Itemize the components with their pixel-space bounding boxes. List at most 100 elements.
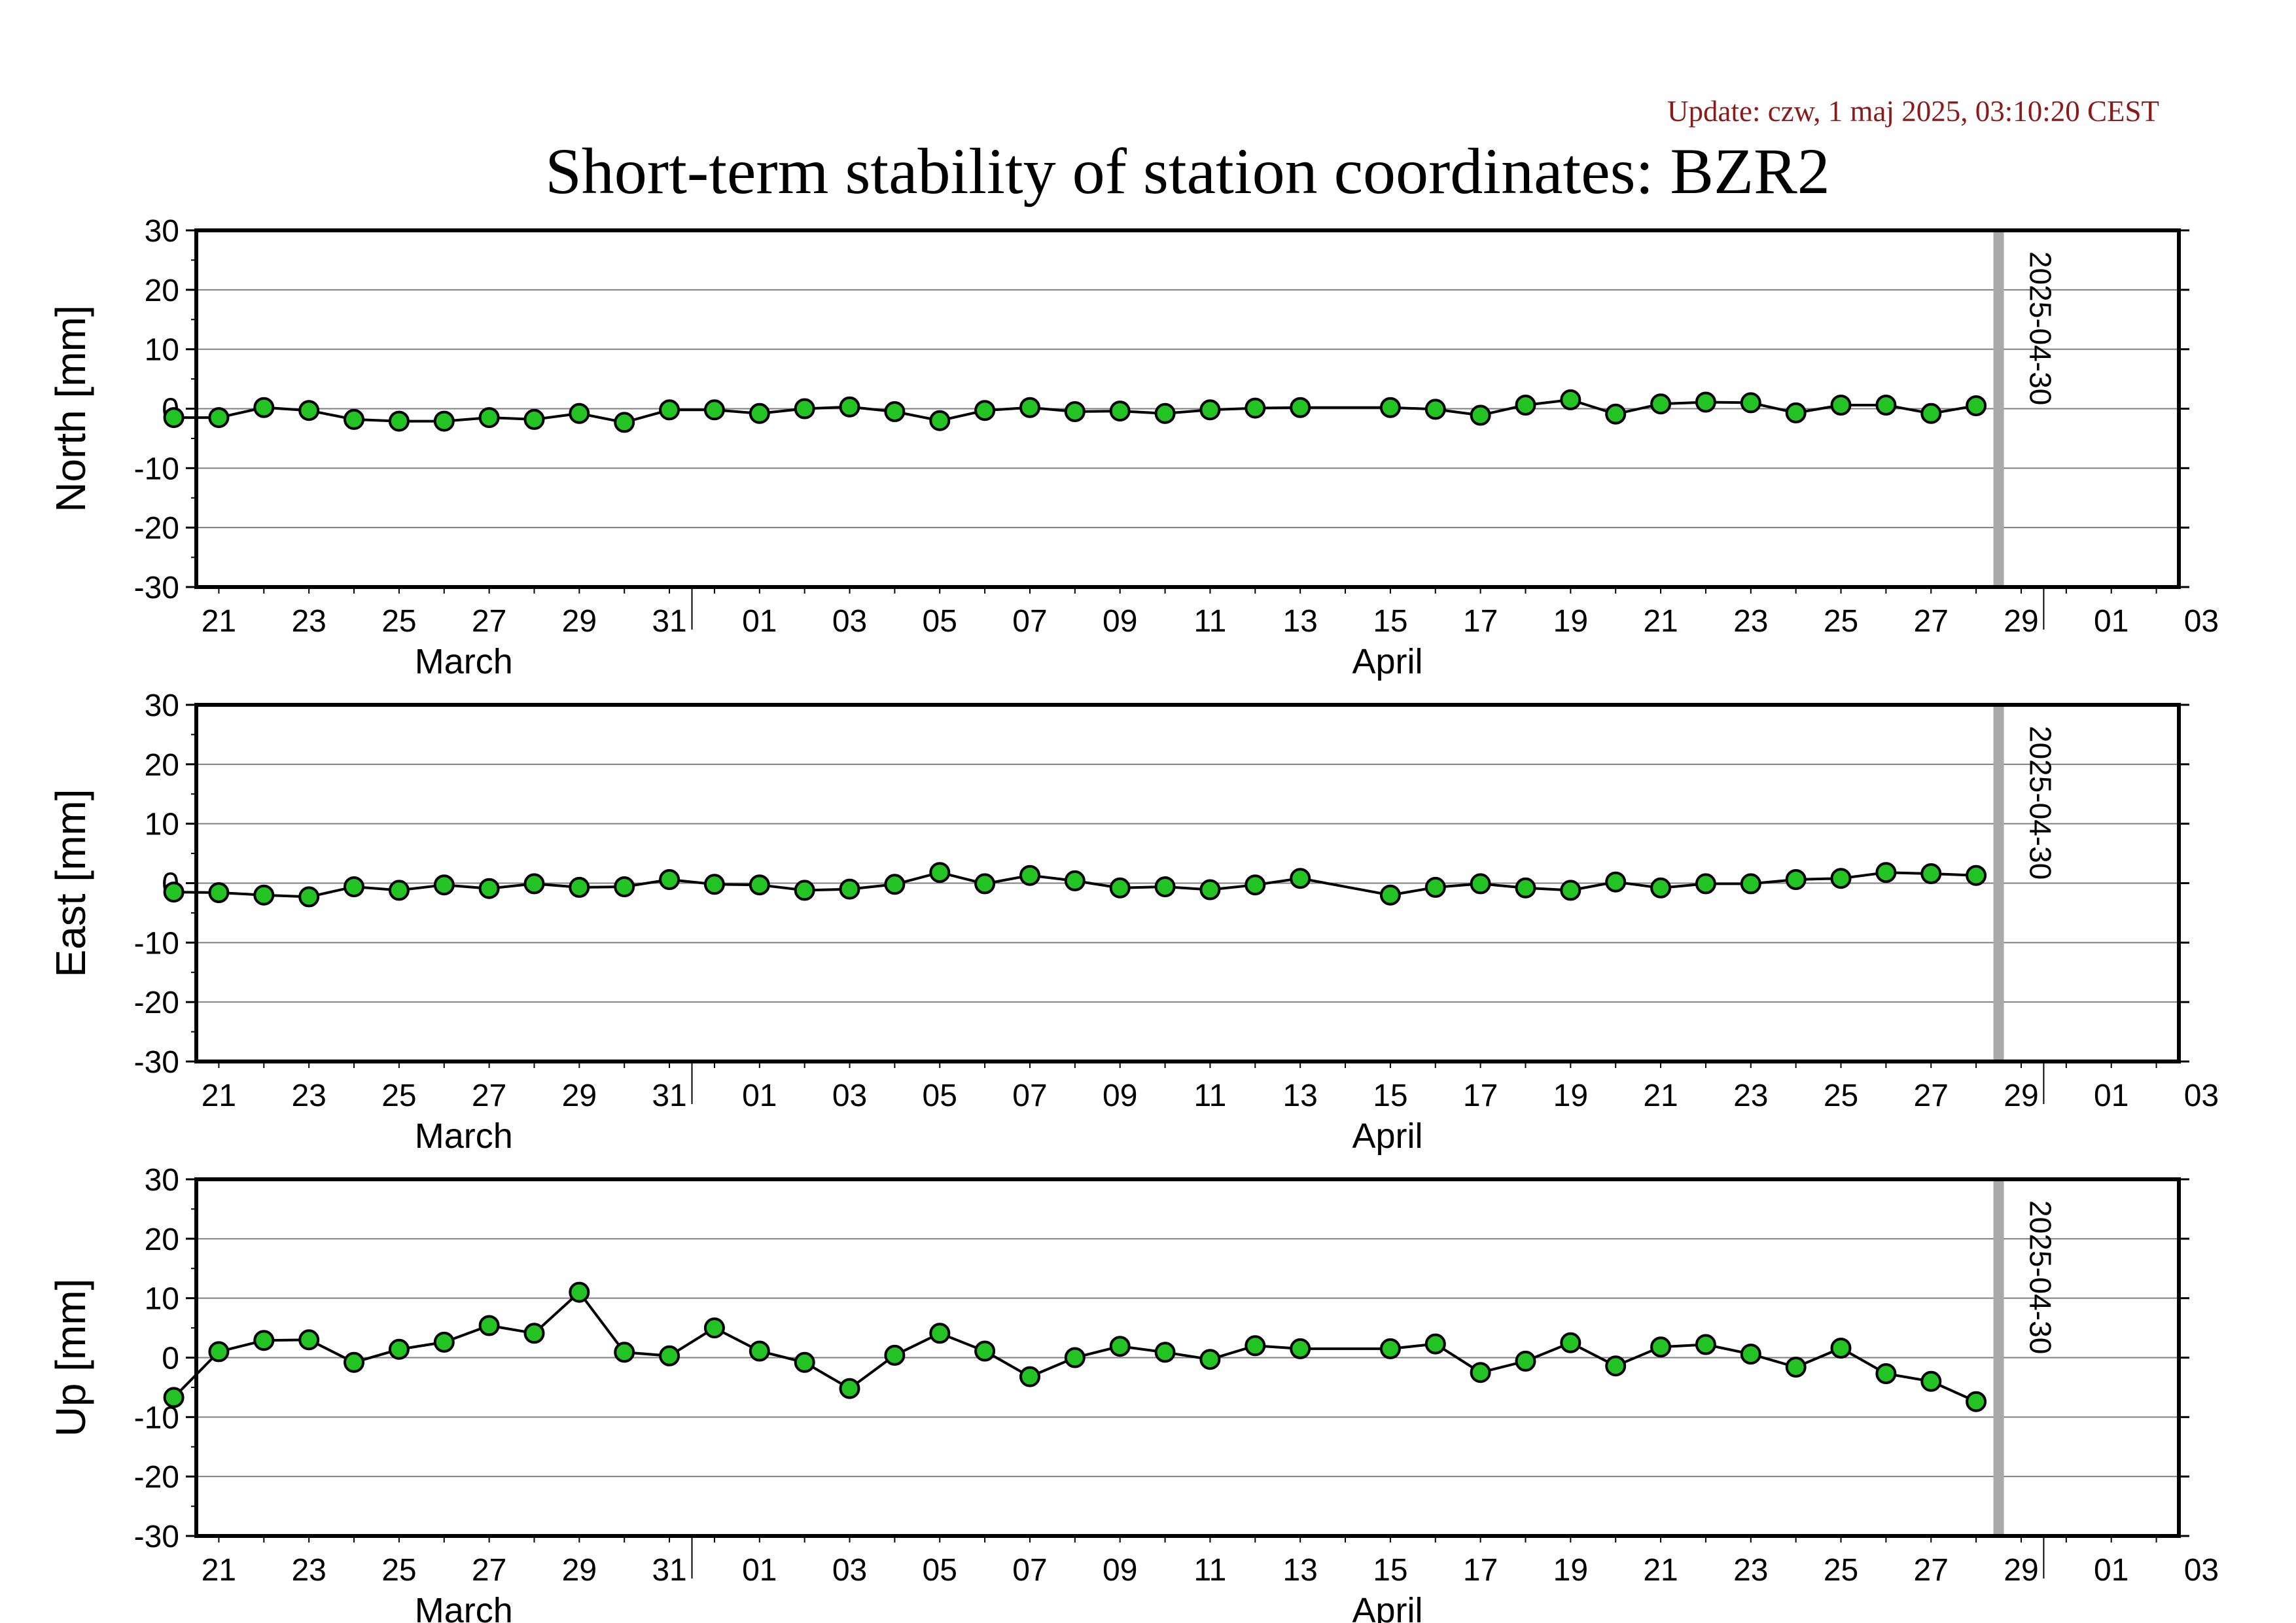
- x-tick-label: 21: [1643, 604, 1678, 639]
- x-tick-label: 07: [1012, 1553, 1047, 1588]
- data-point: [929, 862, 951, 883]
- x-tick-label: 29: [2004, 1079, 2038, 1113]
- x-tick-label: 23: [291, 1079, 326, 1113]
- data-point: [298, 1329, 320, 1351]
- data-point: [1830, 395, 1852, 416]
- data-point: [839, 396, 860, 418]
- data-point: [1966, 395, 1987, 416]
- data-point: [749, 402, 770, 424]
- x-tick-label: 09: [1103, 1553, 1137, 1588]
- x-tick-label: 03: [832, 1553, 867, 1588]
- x-tick-label: 25: [1824, 1079, 1858, 1113]
- data-point: [1019, 1366, 1040, 1387]
- data-point: [1875, 395, 1897, 416]
- month-label: March: [415, 1591, 513, 1623]
- month-label: April: [1352, 1591, 1422, 1623]
- x-tick-label: 23: [1733, 1079, 1768, 1113]
- data-point: [794, 880, 815, 901]
- data-point: [253, 397, 275, 418]
- data-point: [344, 876, 364, 897]
- data-point: [1650, 877, 1672, 899]
- data-point: [388, 1338, 410, 1360]
- plot-frame: [194, 703, 2181, 1063]
- data-point: [1109, 1336, 1131, 1357]
- data-point: [614, 1342, 635, 1363]
- data-point: [974, 1340, 996, 1362]
- x-tick-label: 01: [742, 1079, 777, 1113]
- x-tick-label: 11: [1194, 604, 1227, 639]
- today-marker-label: 2025-04-30: [2024, 726, 2058, 880]
- y-tick-label: 30: [145, 214, 179, 249]
- x-tick-label: 15: [1373, 1079, 1407, 1113]
- x-tick-label: 21: [202, 1079, 236, 1113]
- x-tick-label: 01: [2094, 604, 2128, 639]
- data-point: [1920, 402, 1942, 424]
- x-tick-label: 03: [2184, 604, 2219, 639]
- x-tick-label: 19: [1553, 1553, 1588, 1588]
- data-point: [1290, 397, 1311, 418]
- x-tick-label: 19: [1553, 1079, 1588, 1113]
- y-tick-label: 20: [145, 1222, 179, 1257]
- data-point: [1875, 862, 1897, 883]
- data-point: [1785, 1357, 1807, 1378]
- x-tick-label: 15: [1373, 604, 1407, 639]
- y-tick-label: 10: [145, 1282, 179, 1317]
- data-point: [523, 408, 545, 430]
- data-point: [1695, 391, 1716, 413]
- x-tick-label: 03: [832, 1079, 867, 1113]
- x-tick-label: 05: [923, 1553, 957, 1588]
- x-tick-label: 25: [1824, 604, 1858, 639]
- data-point: [974, 873, 996, 895]
- x-tick-label: 13: [1282, 604, 1317, 639]
- series-line: [173, 1290, 1977, 1403]
- data-point: [1650, 1336, 1672, 1358]
- data-point: [433, 410, 455, 432]
- x-tick-label: 13: [1282, 1553, 1317, 1588]
- data-point: [929, 410, 951, 431]
- data-point: [1199, 879, 1221, 901]
- data-point: [884, 874, 906, 895]
- update-timestamp: Update: czw, 1 maj 2025, 03:10:20 CEST: [1667, 95, 2159, 128]
- data-point: [1695, 873, 1716, 895]
- data-point: [659, 399, 680, 421]
- month-label: April: [1352, 1116, 1422, 1156]
- x-tick-label: 25: [381, 1553, 416, 1588]
- data-point: [1605, 871, 1627, 893]
- data-point: [1379, 1338, 1401, 1359]
- data-point: [1875, 1363, 1897, 1384]
- data-point: [298, 886, 320, 908]
- data-point: [1515, 1350, 1536, 1372]
- y-tick-label: 10: [145, 808, 179, 842]
- x-tick-label: 17: [1463, 1079, 1498, 1113]
- data-point: [1830, 868, 1852, 889]
- x-tick-label: 27: [472, 1553, 506, 1588]
- y-axis-label: East [mm]: [47, 789, 94, 977]
- data-point: [433, 1331, 455, 1353]
- x-tick-label: 27: [1914, 1079, 1949, 1113]
- y-axis-label: Up [mm]: [47, 1279, 94, 1437]
- data-point: [974, 400, 996, 421]
- y-tick-label: 0: [162, 1342, 179, 1376]
- x-tick-label: 15: [1373, 1553, 1407, 1588]
- data-point: [659, 1345, 680, 1366]
- data-point: [929, 1323, 951, 1344]
- x-tick-label: 05: [923, 1079, 957, 1113]
- data-point: [884, 401, 906, 422]
- data-point: [1379, 397, 1401, 418]
- data-point: [163, 882, 185, 903]
- x-tick-label: 25: [381, 604, 416, 639]
- data-point: [1470, 404, 1491, 426]
- x-tick-label: 09: [1103, 1079, 1137, 1113]
- x-tick-label: 21: [202, 1553, 236, 1588]
- x-tick-label: 03: [832, 604, 867, 639]
- data-point: [794, 1351, 815, 1373]
- data-point: [703, 874, 725, 895]
- x-tick-label: 29: [2004, 1553, 2038, 1588]
- data-point: [1920, 1370, 1942, 1392]
- data-point: [388, 880, 410, 901]
- data-point: [1605, 403, 1627, 425]
- y-tick-label: -20: [134, 986, 179, 1020]
- data-point: [433, 874, 455, 896]
- x-tick-label: 27: [1914, 1553, 1949, 1588]
- x-tick-label: 21: [1643, 1553, 1678, 1588]
